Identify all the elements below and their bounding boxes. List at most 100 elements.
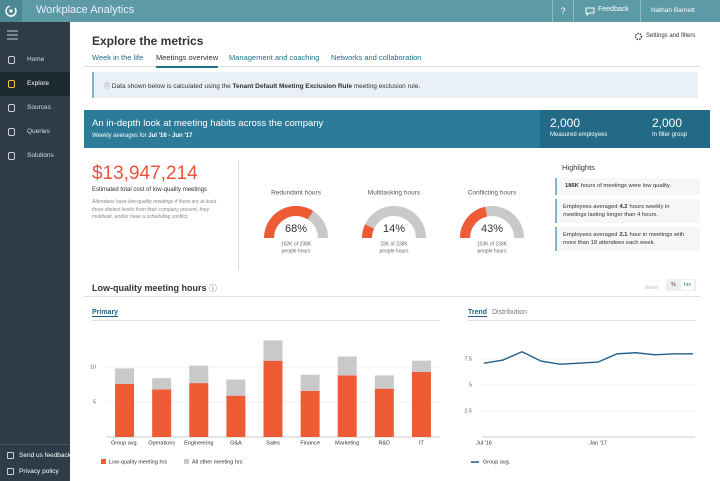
unit-toggle: % hrs — [666, 279, 696, 291]
x-tick-label: Marketing — [335, 440, 359, 446]
feedback-button[interactable]: Feedback — [598, 6, 629, 13]
highlight: Employees averaged 4.2 hours weekly in mee… — [555, 199, 700, 223]
toggle-option[interactable]: hrs — [681, 280, 694, 290]
tab[interactable]: Week in the life — [92, 53, 144, 62]
highlight: 186K hours of meetings were low quality. — [555, 178, 700, 195]
gauge-label: 43% — [481, 223, 503, 235]
sidebar-divider — [0, 444, 70, 445]
banner-period: Jul '16 - Jun '17 — [148, 133, 193, 139]
gauge-label: 14% — [383, 223, 405, 235]
legend-label: Low-quality meeting hrs — [109, 459, 167, 465]
section-title-text: Low-quality meeting hours — [92, 283, 207, 293]
highlight-text: hours of meetings were low quality. — [580, 183, 671, 189]
nav-item[interactable]: Home — [27, 56, 45, 63]
highlight: Employees averaged 2.1 hour in meetings wi… — [555, 227, 700, 251]
highlight-value: 4.2 — [619, 204, 628, 210]
menu-icon[interactable] — [7, 30, 19, 40]
reset-link[interactable]: Reset — [645, 285, 659, 291]
bar — [226, 379, 246, 396]
x-tick-label: Jul '16 — [476, 440, 492, 446]
x-tick-label: Jan '17 — [589, 440, 607, 446]
bar — [115, 368, 135, 384]
nav-footer-icon — [7, 452, 14, 459]
trend-tab[interactable]: Trend — [468, 309, 488, 317]
tab[interactable]: Management and coaching — [229, 53, 320, 62]
user-name[interactable]: Nathan Barnett — [640, 0, 698, 22]
tabs-divider — [84, 66, 700, 67]
primary-tab[interactable]: Primary — [92, 309, 119, 317]
nav-footer-item[interactable]: Privacy policy — [19, 468, 59, 475]
notice-icon: ⓘ — [104, 84, 111, 90]
legend-swatch — [184, 459, 189, 464]
y-tick-label: 2.5 — [464, 408, 472, 414]
bar — [263, 360, 283, 437]
tab[interactable]: Meetings overview — [156, 53, 219, 68]
legend-swatch — [101, 459, 106, 464]
gauge-unit: people hours — [282, 248, 311, 254]
gauge-detail: 103K of 238K — [477, 241, 508, 247]
bar — [263, 340, 283, 361]
toggle-option[interactable]: % — [671, 282, 676, 288]
stat-value: 2,000 — [652, 116, 683, 130]
nav-active-bg — [0, 72, 70, 96]
bar — [189, 365, 209, 384]
gauge-value — [264, 206, 314, 239]
y-tick-label: 10 — [90, 364, 96, 370]
banner-subtitle-text: Weekly averages for — [92, 133, 147, 139]
nav-item[interactable]: Explore — [27, 80, 50, 87]
bar — [189, 383, 209, 437]
y-tick-label: 5 — [93, 399, 96, 405]
bar — [411, 371, 431, 437]
nav-icon — [8, 56, 15, 64]
highlight-text: Employees averaged — [563, 204, 618, 210]
banner-title: An in-depth look at meeting habits acros… — [92, 118, 324, 129]
stat-value: 2,000 — [550, 116, 581, 130]
bar — [374, 375, 394, 389]
bar — [300, 374, 320, 391]
y-tick-label: 5 — [469, 382, 472, 388]
cost-amount: $13,947,214 — [92, 163, 198, 184]
y-tick-label: 7.5 — [464, 356, 472, 362]
nav-icon — [8, 80, 15, 88]
gauge-unit: people hours — [380, 248, 409, 254]
bar — [337, 375, 357, 437]
gauge-unit: people hours — [478, 248, 507, 254]
bar — [374, 388, 394, 437]
nav-item[interactable]: Sources — [27, 104, 51, 111]
gauge-title: Redundant hours — [271, 190, 322, 197]
gauge-title: Conflicting hours — [468, 190, 517, 197]
nav-icon — [8, 104, 15, 112]
nav-item[interactable]: Solutions — [27, 152, 54, 159]
stat-label: Measured employees — [550, 132, 608, 138]
app-title: Workplace Analytics — [36, 4, 135, 16]
gauge-label: 68% — [285, 223, 307, 235]
help-button[interactable]: ? — [552, 0, 574, 22]
sidebar — [0, 22, 70, 481]
notice-text: meeting exclusion rule. — [353, 83, 421, 90]
gauge-detail: 32K of 238K — [380, 241, 408, 247]
feedback-icon — [585, 7, 595, 16]
x-tick-label: G&A — [230, 440, 242, 446]
tab[interactable]: Networks and collaboration — [331, 53, 422, 62]
gauge-detail: 162K of 238K — [281, 241, 312, 247]
x-tick-label: Group avg. — [111, 440, 139, 446]
nav-footer-item[interactable]: Send us feedback — [19, 452, 72, 459]
x-tick-label: IT — [419, 440, 425, 446]
settings-filters[interactable]: Settings and filters — [646, 33, 696, 39]
divider — [238, 160, 239, 270]
x-tick-label: R&D — [379, 440, 391, 446]
gauge-value — [460, 206, 488, 239]
nav-item[interactable]: Queries — [27, 128, 50, 135]
bar — [152, 389, 172, 437]
legend-label: All other meeting hrs — [192, 459, 243, 465]
x-tick-label: Sales — [266, 440, 280, 446]
settings-icon — [634, 32, 643, 41]
info-icon: ⓘ — [209, 284, 218, 293]
gauge-title: Multitasking hours — [368, 190, 421, 197]
top-bar — [0, 0, 720, 22]
x-tick-label: Operations — [148, 440, 175, 446]
notice-text: Data shown below is calculated using the — [111, 83, 231, 90]
trend-tab[interactable]: Distribution — [492, 309, 528, 316]
